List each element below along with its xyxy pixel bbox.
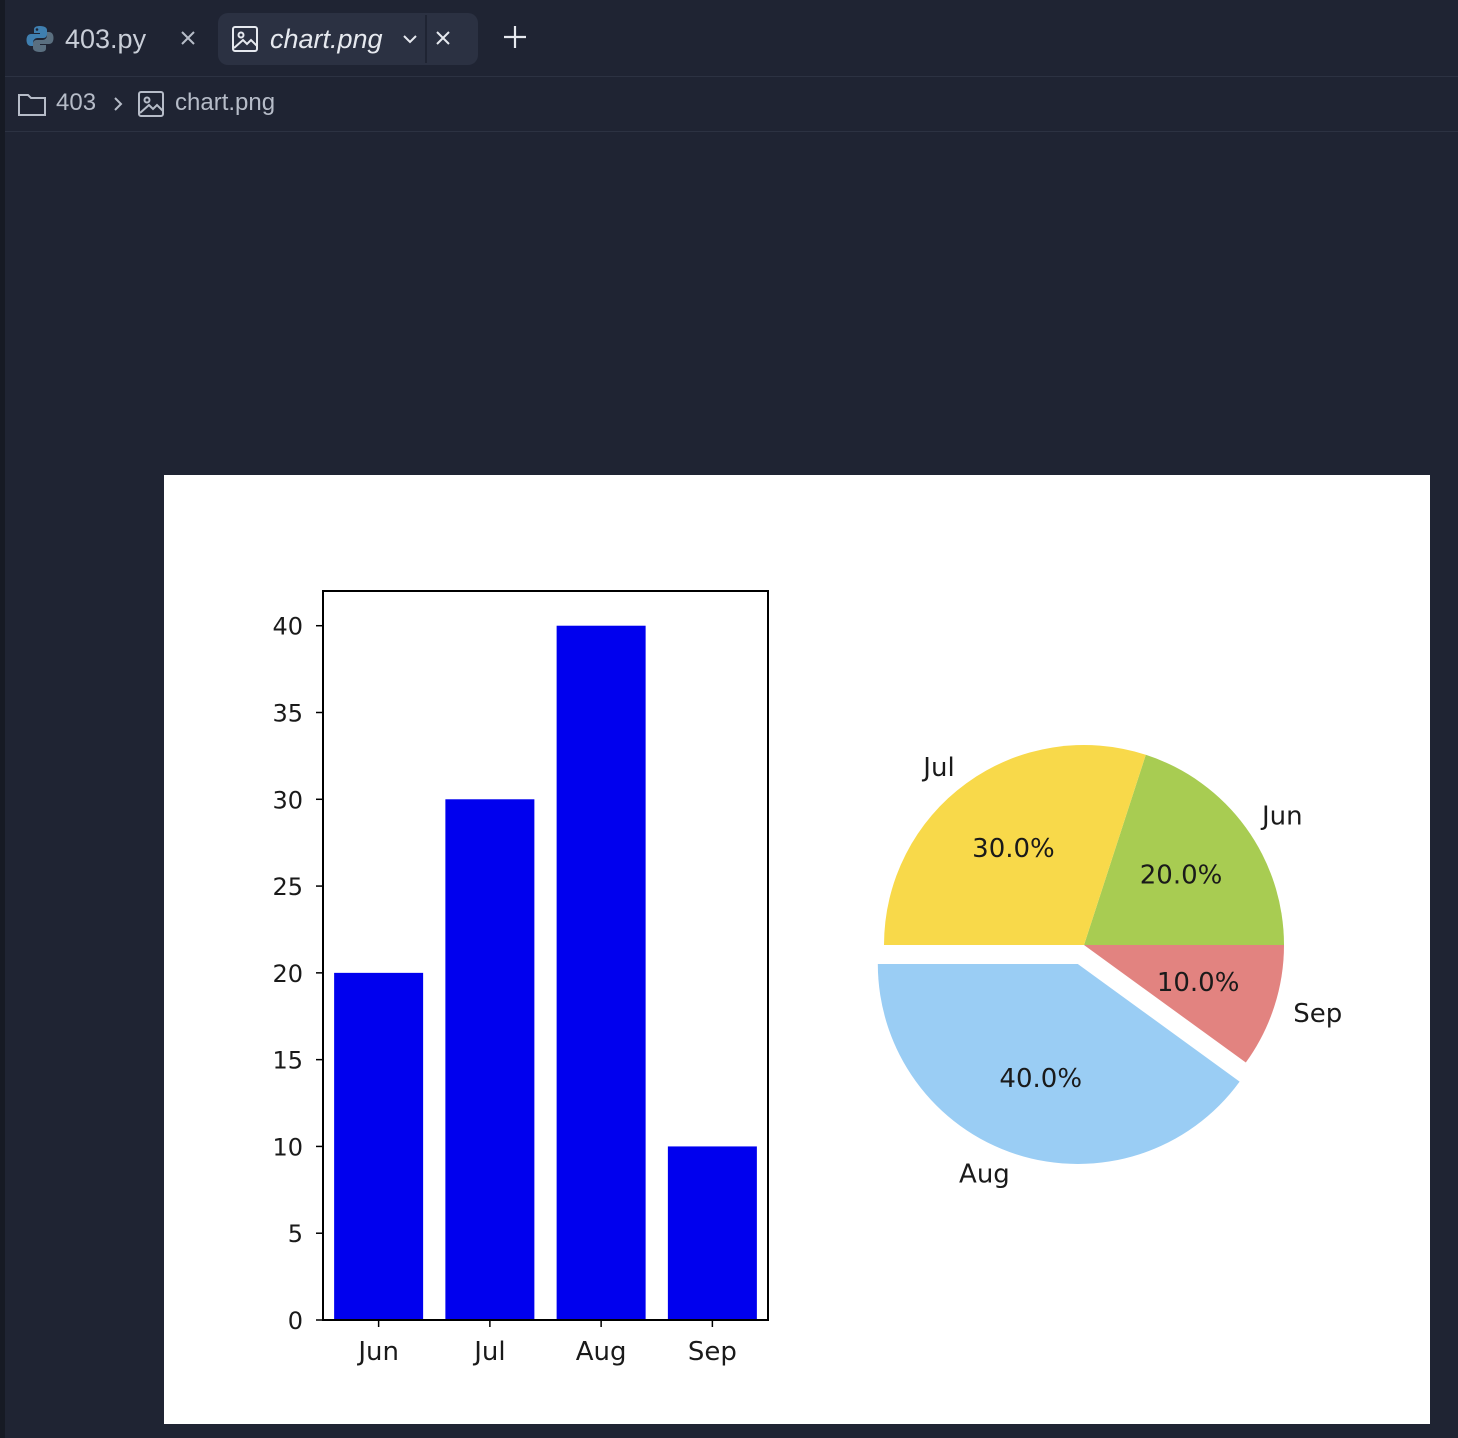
pie-slice	[1084, 754, 1284, 945]
window-edge	[0, 0, 5, 1438]
x-tick-label: Aug	[576, 1337, 627, 1367]
y-tick-label: 25	[272, 873, 303, 901]
pie-slice	[884, 745, 1146, 945]
folder-icon	[18, 94, 46, 116]
tab-bar: 403.py chart.png	[5, 0, 1458, 77]
tab-label: 403.py	[65, 23, 147, 54]
image-icon	[138, 91, 164, 117]
bar-chart: Jun Jul Aug Sep 0 5 10 15 20 25 30 35 40	[272, 590, 769, 1367]
pie-pct-label: 40.0%	[999, 1064, 1082, 1094]
pie-label: Sep	[1293, 999, 1342, 1029]
bar	[334, 972, 424, 1320]
y-tick-label: 40	[272, 613, 303, 641]
pie-pct-label: 20.0%	[1140, 860, 1223, 890]
y-tick-label: 15	[272, 1047, 303, 1075]
breadcrumb-file[interactable]: chart.png	[175, 89, 276, 116]
bar	[556, 625, 646, 1320]
pie-pct-label: 30.0%	[972, 834, 1055, 864]
plus-icon[interactable]	[500, 22, 530, 52]
pie-label: Aug	[959, 1159, 1010, 1189]
chevron-down-icon[interactable]	[396, 25, 424, 53]
pie-pct-label: 10.0%	[1157, 968, 1240, 998]
breadcrumb: 403 chart.png	[5, 77, 1458, 132]
bar	[667, 1146, 757, 1320]
x-tick-label: Sep	[688, 1337, 737, 1367]
plot-frame	[322, 590, 769, 1321]
y-tick-label: 10	[272, 1133, 303, 1161]
breadcrumb-folder[interactable]: 403	[56, 89, 97, 116]
x-tick-label: Jun	[356, 1337, 399, 1367]
pie-label: Jun	[1260, 802, 1303, 832]
y-tick-label: 35	[272, 700, 303, 728]
image-icon	[232, 26, 258, 52]
x-tick-label: Jul	[472, 1337, 505, 1367]
pie-chart: 20.0% Jun 30.0% Jul 40.0% Aug 10.0% Sep	[877, 745, 1342, 1189]
tab-label: chart.png	[270, 23, 383, 54]
tab-divider	[425, 15, 427, 63]
pie-slice	[877, 964, 1240, 1165]
y-tick-label: 0	[288, 1307, 303, 1335]
chart-image: Jun Jul Aug Sep 0 5 10 15 20 25 30 35 40 20.0% Jun 30.…	[272, 590, 1342, 1367]
close-icon[interactable]	[173, 23, 203, 53]
python-icon	[26, 26, 54, 52]
y-tick-label: 20	[272, 960, 303, 988]
tab-403-py[interactable]: 403.py	[23, 13, 213, 65]
close-icon[interactable]	[428, 23, 458, 53]
y-tick-label: 30	[272, 786, 303, 814]
chevron-right-icon	[114, 97, 123, 111]
pie-slice	[1084, 945, 1284, 1063]
tab-chart-png[interactable]: chart.png	[218, 13, 478, 65]
y-tick-label: 5	[288, 1220, 303, 1248]
bar	[445, 799, 535, 1320]
image-canvas: Jun Jul Aug Sep 0 5 10 15 20 25 30 35 40 20.0% Jun 30.…	[164, 475, 1430, 1424]
pie-label: Jul	[921, 753, 954, 783]
